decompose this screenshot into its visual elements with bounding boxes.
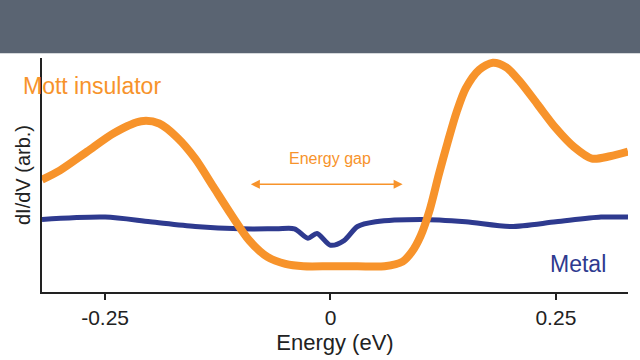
svg-text:-0.25: -0.25 (81, 306, 129, 329)
svg-text:Energy gap: Energy gap (289, 150, 371, 167)
svg-text:Metal: Metal (550, 251, 606, 277)
svg-text:Energy (eV): Energy (eV) (276, 330, 393, 355)
svg-text:Mott insulator: Mott insulator (23, 73, 161, 99)
svg-text:0: 0 (325, 306, 337, 329)
svg-text:dI/dV (arb.): dI/dV (arb.) (12, 125, 34, 225)
svg-text:0.25: 0.25 (535, 306, 576, 329)
